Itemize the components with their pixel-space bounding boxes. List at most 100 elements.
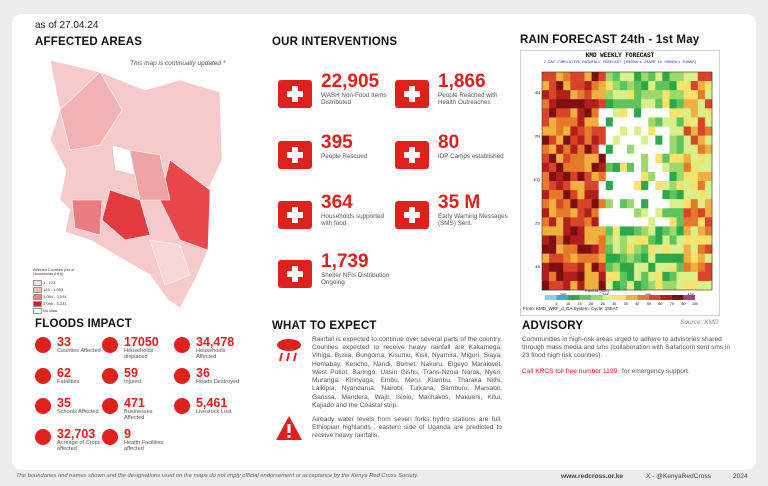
forecast-cell — [605, 99, 614, 109]
forecast-cell — [598, 271, 607, 282]
forecast-cell — [669, 99, 677, 109]
forecast-cell — [662, 190, 670, 200]
forecast-cell — [627, 81, 635, 91]
forecast-cell — [683, 217, 692, 227]
forecast-cell — [676, 253, 684, 264]
forecast-cell — [697, 190, 706, 200]
forecast-cell — [697, 244, 706, 254]
intervention-value: 35 M — [438, 192, 481, 213]
impact-icon — [174, 398, 190, 414]
forecast-cell — [669, 271, 677, 282]
forecast-cell — [556, 181, 564, 191]
forecast-cell — [542, 117, 550, 127]
forecast-cell — [641, 181, 649, 191]
forecast-cell — [598, 90, 607, 100]
scale-swatch — [602, 295, 615, 300]
forecast-cell — [704, 90, 713, 100]
advisory-call: Call KRCS toll free number 1199 for emer… — [522, 368, 742, 375]
forecast-cell — [690, 99, 699, 109]
forecast-cell — [577, 244, 585, 254]
forecast-cell — [683, 90, 692, 100]
forecast-cell — [598, 199, 607, 209]
forecast-cell — [591, 126, 599, 136]
legend-swatch — [33, 308, 42, 314]
forecast-cell — [697, 271, 706, 282]
forecast-cell — [641, 162, 649, 173]
forecast-cell — [655, 253, 663, 264]
intervention-label: Households supported with food — [321, 213, 385, 227]
forecast-cell — [641, 271, 649, 282]
forecast-cell — [556, 117, 564, 127]
forecast-cell — [563, 208, 571, 218]
forecast-cell — [627, 208, 635, 218]
disclaimer: The boundaries and names shown and the d… — [16, 473, 419, 479]
forecast-cell — [676, 271, 684, 282]
forecast-cell — [655, 162, 663, 173]
forecast-cell — [577, 253, 585, 264]
forecast-cell — [662, 72, 670, 82]
forecast-title: KMD WEEKLY FORECAST — [585, 52, 655, 59]
forecast-cell — [669, 226, 677, 236]
forecast-cell — [634, 153, 642, 164]
forecast-cell — [598, 126, 607, 136]
intervention-label: People Reached with Health Outreaches — [438, 92, 498, 106]
scale-swatch — [614, 295, 626, 300]
forecast-cell — [570, 144, 578, 155]
forecast-cell — [591, 108, 599, 118]
forecast-cell — [690, 262, 699, 273]
forecast-cell — [542, 144, 550, 155]
forecast-cell — [556, 144, 564, 155]
intervention-label: WASH Non-Food Items Distributed — [321, 92, 387, 106]
forecast-cell — [570, 199, 578, 209]
forecast-cell — [605, 126, 614, 136]
intervention-icon — [278, 80, 312, 108]
section-title: OUR INTERVENTIONS — [272, 36, 398, 48]
forecast-cell — [648, 126, 656, 136]
forecast-cell — [683, 108, 692, 118]
forecast-cell — [662, 117, 670, 127]
forecast-cell — [676, 99, 684, 109]
forecast-cell — [627, 244, 635, 254]
forecast-cell — [570, 153, 578, 164]
forecast-cell — [612, 235, 621, 245]
impact-icon — [35, 398, 51, 414]
forecast-cell — [563, 153, 571, 164]
forecast-cell — [577, 90, 585, 100]
forecast-cell — [648, 171, 656, 182]
forecast-cell — [549, 226, 557, 236]
forecast-cell — [676, 108, 684, 118]
forecast-cell — [641, 199, 649, 209]
impact-label: Livestock Lost — [196, 409, 232, 415]
forecast-cell — [648, 72, 656, 82]
forecast-cell — [605, 217, 614, 227]
forecast-cell — [563, 217, 571, 227]
forecast-cell — [577, 208, 585, 218]
icon-shape — [102, 337, 118, 353]
scale-swatch — [671, 295, 684, 300]
forecast-cell — [627, 253, 635, 264]
forecast-cell — [683, 244, 692, 254]
forecast-cell — [584, 235, 592, 245]
forecast-cell — [627, 72, 635, 82]
scale-value: 100 — [692, 302, 698, 306]
forecast-cell — [542, 226, 550, 236]
forecast-cell — [549, 235, 557, 245]
forecast-cell — [563, 253, 571, 264]
forecast-cell — [612, 108, 621, 118]
forecast-cell — [549, 135, 557, 145]
forecast-cell — [563, 99, 571, 109]
forecast-cell — [577, 72, 585, 82]
forecast-cell — [655, 117, 663, 127]
forecast-cell — [563, 81, 571, 91]
intervention-label: People Rescued — [321, 153, 368, 160]
forecast-cell — [704, 153, 713, 164]
icon-detail — [287, 152, 303, 158]
forecast-cell — [697, 226, 706, 236]
scale-value: 20 — [589, 302, 593, 306]
legend-label: 1,054 - 3,094 — [43, 293, 67, 299]
forecast-cell — [641, 235, 649, 245]
forecast-cell — [570, 262, 578, 273]
icon-shape — [35, 429, 51, 445]
forecast-cell — [542, 81, 550, 91]
forecast-cell — [598, 81, 607, 91]
